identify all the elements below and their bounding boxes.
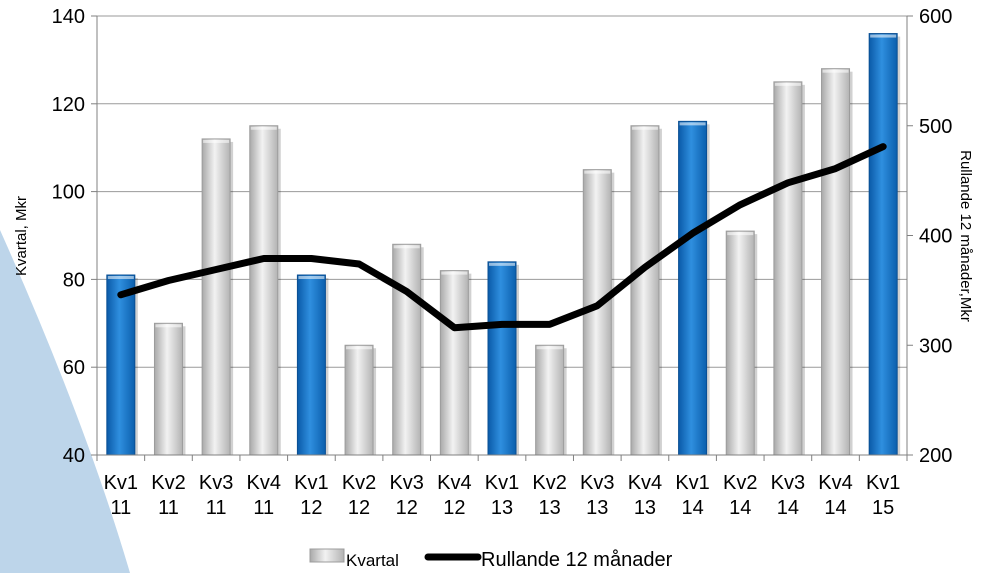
line-point xyxy=(739,204,741,206)
x-tick-label: Kv4 14 xyxy=(818,472,852,519)
axes: 40 60 80 100 120 140 200 300 400 500 600 Kv1 11 Kv2 11… xyxy=(13,6,974,519)
bar xyxy=(392,243,424,456)
y2-tick-label: 200 xyxy=(919,445,952,467)
y2-tick-label: 300 xyxy=(919,335,952,357)
x-tick-label: Kv3 13 xyxy=(580,472,614,519)
y-tick-label: 120 xyxy=(52,94,85,116)
x-tick-label: Kv3 11 xyxy=(199,472,233,519)
legend-label-kvartal: Kvartal xyxy=(346,551,399,570)
background-arc xyxy=(0,230,130,573)
bar xyxy=(821,68,853,456)
legend-swatch-bar xyxy=(309,548,345,563)
line-point xyxy=(596,305,598,307)
line-point xyxy=(120,294,122,296)
bar xyxy=(868,33,901,456)
legend-item-rullande: Rullande 12 månader xyxy=(424,549,673,571)
y2-tick-label: 400 xyxy=(919,226,952,248)
bar xyxy=(582,169,615,456)
line-point xyxy=(882,146,884,148)
x-tick-label: Kv1 11 xyxy=(104,472,138,519)
bar xyxy=(201,138,234,456)
bars xyxy=(106,33,901,456)
line-point xyxy=(453,327,455,329)
x-tick-label: Kv1 14 xyxy=(675,472,709,519)
bar xyxy=(678,120,710,456)
bar xyxy=(106,274,138,456)
bar xyxy=(630,125,662,456)
line-point xyxy=(167,279,169,281)
y2-tick-label: 600 xyxy=(919,6,952,28)
bar xyxy=(153,322,186,456)
line-series xyxy=(117,143,887,332)
x-tick-label: Kv1 12 xyxy=(294,472,328,519)
bar xyxy=(439,270,472,456)
x-tick-label: Kv1 15 xyxy=(866,472,900,519)
x-tick-label: Kv3 12 xyxy=(389,472,423,519)
x-tick-label: Kv4 13 xyxy=(628,472,662,519)
x-tick-label: Kv2 14 xyxy=(723,472,757,519)
bar xyxy=(773,81,805,456)
bar xyxy=(344,344,377,456)
x-tick-label: Kv2 12 xyxy=(342,472,376,519)
legend: Kvartal Rullande 12 månader xyxy=(309,548,673,571)
y2-axis-title: Rullande 12 månader,Mkr xyxy=(957,150,974,322)
y-tick-label: 40 xyxy=(63,445,85,467)
x-tick-label: Kv4 11 xyxy=(247,472,281,519)
legend-item-kvartal: Kvartal xyxy=(309,548,399,570)
line-point xyxy=(692,232,694,234)
x-tick-label: Kv4 12 xyxy=(437,472,471,519)
line-point xyxy=(215,269,217,271)
y-tick-label: 60 xyxy=(63,357,85,379)
line-point xyxy=(549,323,551,325)
x-tick-label: Kv1 13 xyxy=(485,472,519,519)
y-axis-title: Kvartal, Mkr xyxy=(13,196,30,276)
line-point xyxy=(263,258,265,260)
line-point xyxy=(358,263,360,265)
line-point xyxy=(787,182,789,184)
bar xyxy=(725,230,758,456)
line-point xyxy=(310,258,312,260)
bar xyxy=(249,125,281,456)
line-point xyxy=(501,323,503,325)
legend-label-rullande: Rullande 12 månader xyxy=(481,549,673,571)
y-tick-label: 140 xyxy=(52,6,85,28)
line-point xyxy=(406,290,408,292)
x-tick-label: Kv2 13 xyxy=(532,472,566,519)
bar xyxy=(487,261,519,456)
y-tick-label: 100 xyxy=(52,182,85,204)
bar xyxy=(296,274,329,456)
line-point xyxy=(835,168,837,170)
y2-tick-label: 500 xyxy=(919,116,952,138)
bar xyxy=(535,344,567,456)
x-tick-label: Kv2 11 xyxy=(151,472,185,519)
line-point xyxy=(644,266,646,268)
y-tick-label: 80 xyxy=(63,269,85,291)
x-tick-label: Kv3 14 xyxy=(771,472,805,519)
